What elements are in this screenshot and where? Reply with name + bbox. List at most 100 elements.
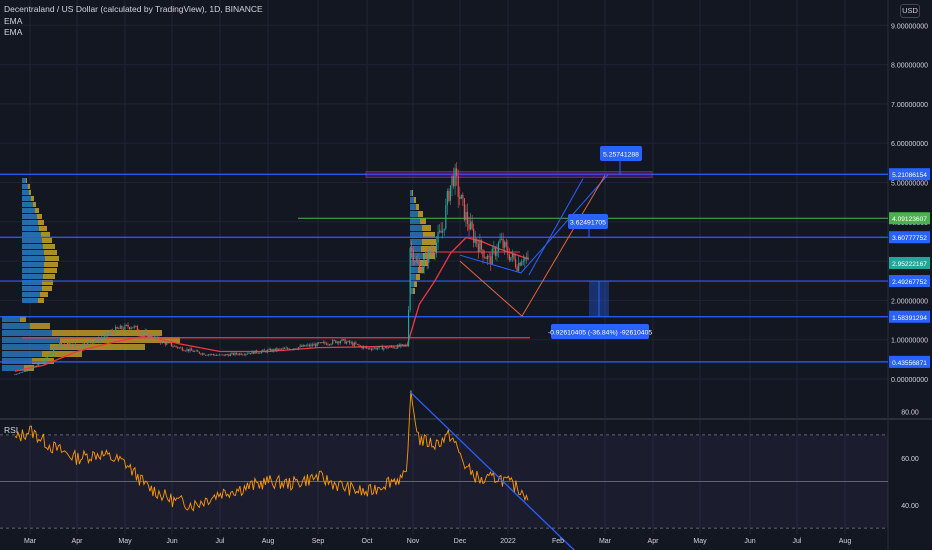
price-candle: [221, 354, 224, 356]
currency-button[interactable]: USD: [900, 4, 920, 18]
price-level-label-bg: [889, 168, 930, 181]
volume-profile-bar: [35, 208, 39, 213]
volume-profile-bar: [2, 365, 24, 371]
price-candle: [192, 350, 194, 352]
volume-profile-bar: [2, 316, 20, 322]
price-candle: [375, 347, 377, 350]
rsi-trendline: [409, 391, 575, 550]
price-candle: [147, 331, 149, 338]
rsi-axis-tick: 40.00: [901, 503, 919, 510]
price-candle: [251, 351, 253, 354]
price-candle: [490, 256, 492, 265]
volume-profile-bar: [22, 208, 35, 213]
price-candle: [68, 342, 70, 347]
price-candle: [225, 354, 227, 356]
price-candle: [296, 348, 298, 350]
price-candle: [338, 341, 340, 344]
price-candle: [390, 346, 393, 348]
volume-profile-bar: [410, 211, 418, 217]
volume-profile-bar: [414, 281, 417, 287]
price-candle: [482, 249, 484, 258]
price-candle: [288, 348, 290, 350]
price-candle: [499, 239, 501, 243]
price-candle: [223, 354, 225, 356]
price-candle: [446, 191, 448, 206]
rsi-pane-label[interactable]: RSI: [4, 425, 19, 435]
price-candle: [170, 343, 173, 347]
price-level-label: 3.60777752: [892, 235, 927, 242]
volume-profile-bar: [22, 226, 39, 231]
price-candle: [293, 348, 295, 350]
price-level-label: 5.21086154: [892, 172, 927, 179]
price-candle: [305, 345, 307, 347]
price-candle: [271, 349, 273, 352]
price-candle: [322, 342, 324, 343]
price-candle: [437, 231, 439, 243]
volume-profile-bar: [22, 178, 26, 183]
price-candle: [93, 342, 95, 344]
price-candle: [500, 239, 503, 240]
price-candle: [84, 343, 86, 346]
price-candle: [386, 346, 388, 349]
volume-profile-bar: [41, 232, 50, 237]
ema-indicator-label-2[interactable]: EMA: [4, 27, 23, 37]
price-candle: [369, 348, 371, 350]
price-candle: [372, 348, 374, 350]
volume-profile-bar: [22, 232, 41, 237]
volume-profile-bar: [42, 238, 52, 243]
time-axis-tick: May: [693, 538, 707, 545]
volume-profile-bar: [22, 238, 42, 243]
price-candle: [358, 344, 360, 346]
price-candle: [62, 344, 64, 346]
price-candle: [307, 344, 309, 346]
volume-profile-bar: [420, 218, 426, 224]
price-candle: [248, 353, 250, 354]
projection-path-blue: [528, 178, 584, 276]
price-candle: [491, 248, 493, 265]
price-candle: [163, 340, 165, 342]
volume-profile-bar: [410, 197, 414, 203]
annotation-text: 5.25741288: [603, 152, 639, 159]
price-candle: [339, 341, 341, 344]
price-candle: [276, 348, 278, 351]
volume-profile-bar: [22, 184, 28, 189]
price-candle: [465, 211, 467, 221]
price-candle: [23, 371, 25, 372]
price-candle: [415, 259, 417, 262]
price-candle: [502, 239, 504, 248]
price-candle: [169, 342, 171, 344]
price-level-label-bg: [889, 355, 930, 368]
price-candle: [347, 340, 349, 342]
price-candle: [124, 324, 126, 330]
volume-profile-bar: [22, 292, 40, 297]
price-candle: [231, 352, 233, 354]
price-candle: [105, 332, 107, 335]
price-candle: [88, 341, 90, 343]
time-axis-tick: May: [118, 538, 132, 545]
price-candle: [301, 345, 303, 347]
price-candle: [313, 344, 315, 346]
volume-profile-bar: [2, 337, 60, 343]
volume-profile-bar: [38, 220, 44, 225]
volume-profile-bar: [43, 274, 55, 279]
price-candle: [26, 370, 28, 372]
price-candle: [166, 342, 168, 345]
price-candle: [99, 339, 101, 342]
price-candle: [274, 348, 276, 351]
price-candle: [122, 328, 124, 330]
price-candle: [521, 261, 523, 266]
price-level-label-bg: [889, 310, 930, 323]
price-candle: [60, 342, 62, 346]
price-candle: [283, 348, 286, 350]
price-candle: [76, 344, 78, 346]
price-candle: [341, 339, 343, 342]
volume-profile-bar: [2, 358, 32, 364]
volume-profile-bar: [50, 344, 145, 350]
price-candle: [164, 341, 166, 345]
price-candle: [384, 346, 386, 348]
price-candle: [108, 333, 111, 335]
price-candle: [497, 242, 500, 252]
ema-indicator-label-1[interactable]: EMA: [4, 16, 23, 26]
price-candle: [94, 341, 97, 343]
